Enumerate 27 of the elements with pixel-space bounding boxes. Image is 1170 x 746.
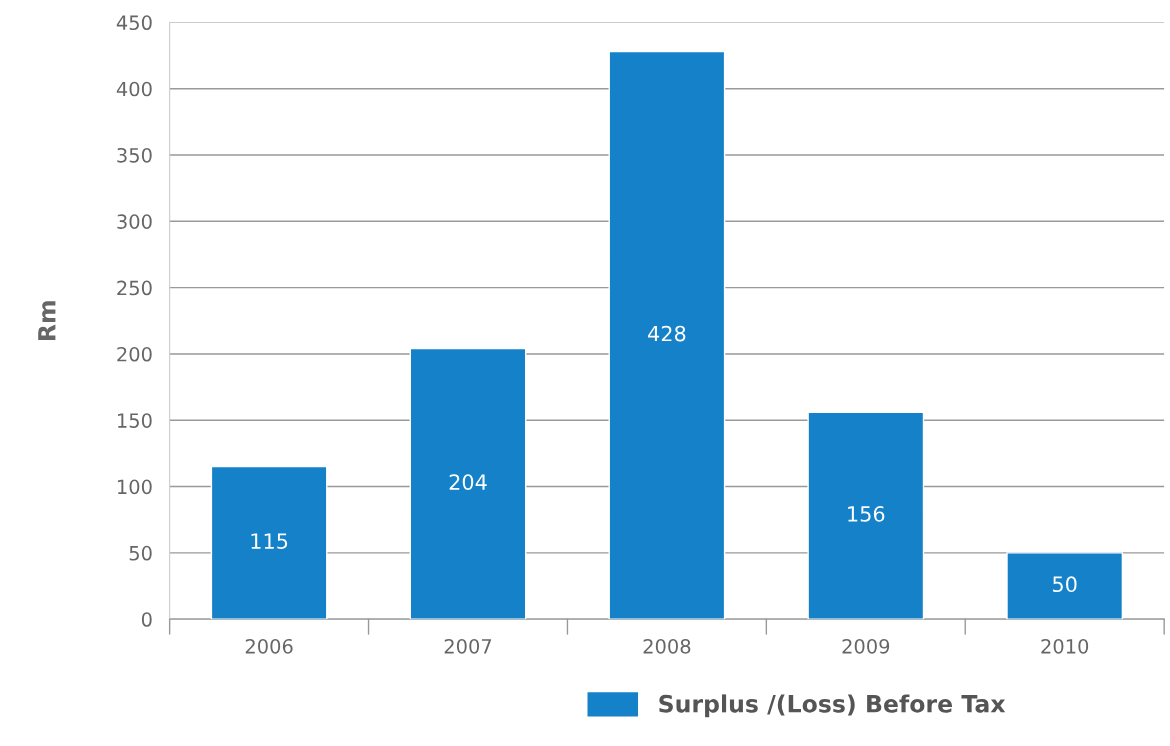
y-tick-label: 0 bbox=[141, 612, 152, 627]
y-tick-label: 100 bbox=[118, 479, 152, 495]
y-tick-label: 50 bbox=[129, 545, 152, 561]
y-axis-title: Rm bbox=[38, 301, 56, 340]
legend-label: Surplus /(Loss) Before Tax bbox=[659, 694, 1006, 718]
data-label: 50 bbox=[1053, 576, 1077, 593]
bar bbox=[210, 465, 328, 620]
x-tick-label: 2007 bbox=[444, 638, 492, 654]
data-label: 156 bbox=[848, 506, 885, 522]
y-tick-label: 150 bbox=[118, 413, 152, 428]
y-tick-label: 250 bbox=[117, 280, 152, 296]
x-tick-label: 2006 bbox=[245, 638, 293, 654]
bar bbox=[807, 411, 925, 620]
bar bbox=[409, 347, 527, 620]
x-tick-label: 2009 bbox=[842, 638, 890, 654]
bar bbox=[608, 50, 726, 620]
data-label: 115 bbox=[251, 533, 288, 549]
data-label: 204 bbox=[449, 474, 487, 490]
x-tick-label: 2008 bbox=[643, 638, 691, 654]
y-tick-label: 400 bbox=[116, 81, 152, 97]
bar bbox=[1006, 552, 1124, 620]
y-tick-label: 350 bbox=[117, 147, 152, 163]
y-tick-label: 300 bbox=[117, 214, 152, 229]
data-label: 428 bbox=[648, 325, 686, 342]
x-tick-label: 2010 bbox=[1041, 638, 1089, 654]
y-tick-label: 200 bbox=[117, 346, 152, 362]
y-tick-label: 450 bbox=[116, 15, 152, 31]
